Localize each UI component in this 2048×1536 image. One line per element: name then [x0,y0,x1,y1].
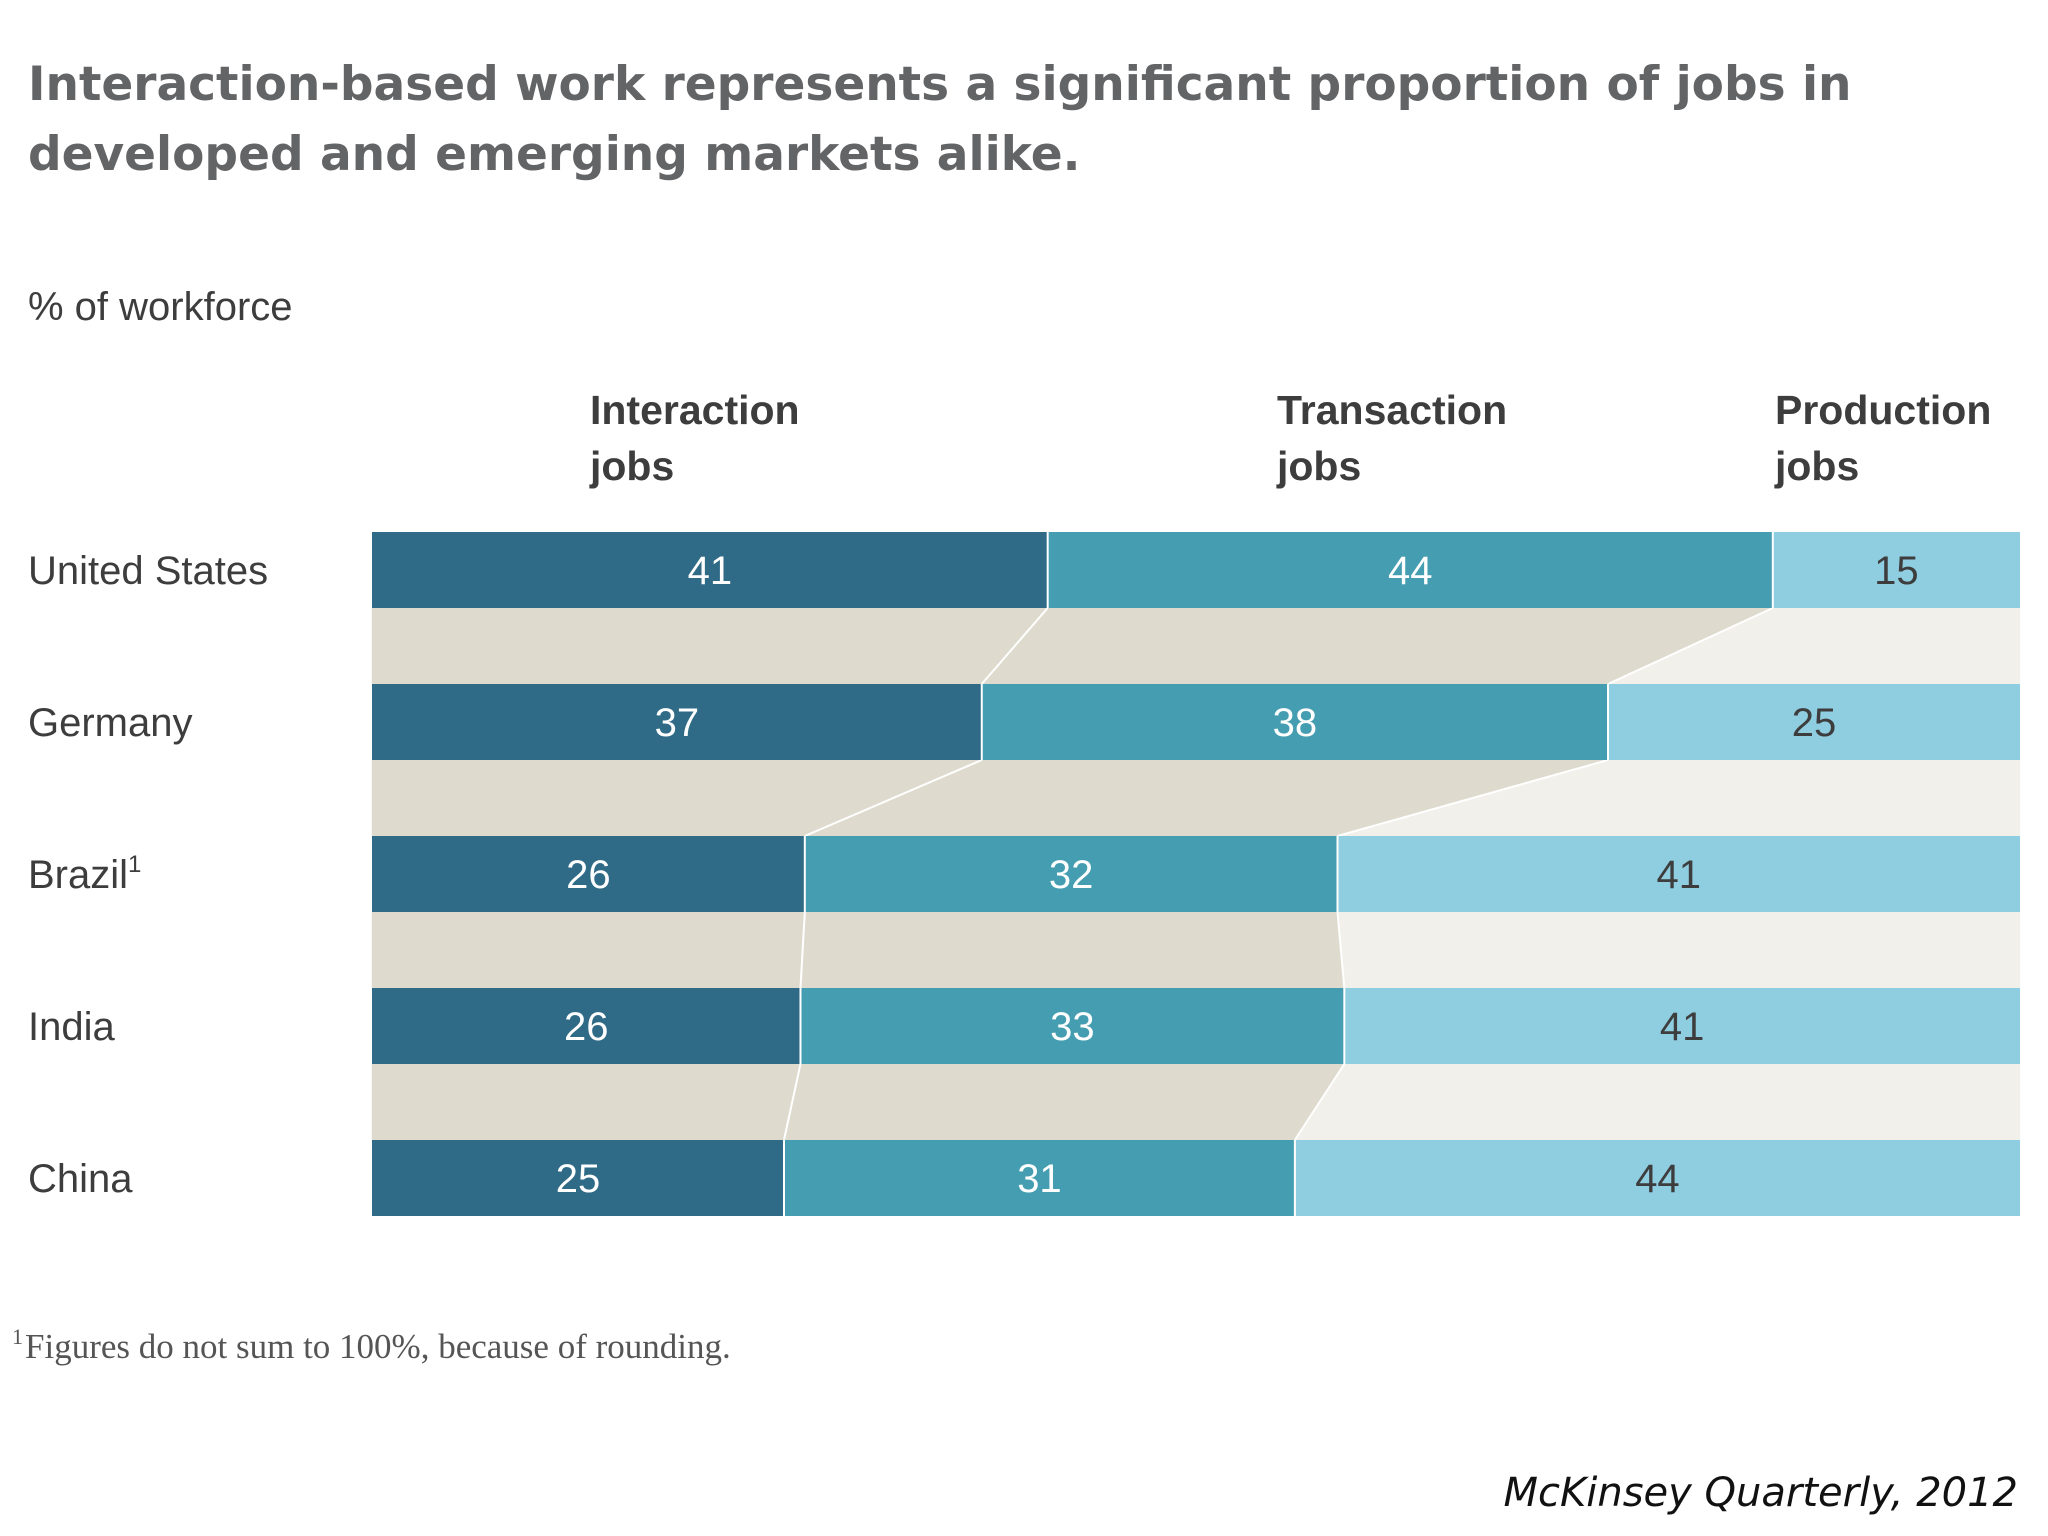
value-label-united-states-transaction-jobs: 44 [1388,549,1433,593]
connector-divider-1-2 [1337,759,1609,837]
bar-china-transaction-jobs [784,1140,1295,1216]
connector-divider-1-1 [804,759,983,837]
category-label-brazil: Brazil1 [28,851,141,897]
source-credit: McKinsey Quarterly, 2012 [1503,1470,2018,1516]
value-label-germany-interaction-jobs: 37 [655,701,700,745]
value-label-india-production-jobs: 41 [1660,1005,1705,1049]
connector-divider-2-2 [1336,911,1346,989]
bar-united-states-interaction-jobs [372,532,1048,608]
bar-china-interaction-jobs [372,1140,784,1216]
y-axis-label: % of workforce [28,285,293,329]
value-label-brazil-transaction-jobs: 32 [1049,853,1094,897]
value-label-india-interaction-jobs: 26 [564,1005,609,1049]
value-label-germany-production-jobs: 25 [1792,701,1837,745]
bar-united-states-production-jobs [1772,532,2020,608]
connector-divider-0-2 [1607,607,1774,685]
bar-india-interaction-jobs [372,988,801,1064]
connector-brazil-to-india-production-jobs [1337,911,2021,989]
connector-brazil-to-india-transaction-jobs [800,911,1345,989]
series-header-production-jobs: Production jobs [1774,387,1991,489]
bar-china-production-jobs [1294,1140,2020,1216]
category-label-united-states: United States [28,549,268,593]
value-label-china-transaction-jobs: 31 [1017,1157,1062,1201]
bar-brazil-interaction-jobs [372,836,805,912]
value-label-brazil-interaction-jobs: 26 [566,853,611,897]
connector-divider-2-1 [799,911,806,989]
connector-united-states-to-germany-interaction-jobs [371,607,1049,685]
value-label-india-transaction-jobs: 33 [1050,1005,1095,1049]
value-label-germany-transaction-jobs: 38 [1273,701,1318,745]
value-label-united-states-interaction-jobs: 41 [688,549,733,593]
bar-germany-production-jobs [1608,684,2020,760]
connector-divider-3-2 [1294,1063,1346,1141]
connector-divider-0-1 [981,607,1049,685]
bar-india-production-jobs [1344,988,2020,1064]
connector-india-to-china-interaction-jobs [371,1063,801,1141]
footnote-text: Figures do not sum to 100%, because of r… [25,1327,731,1366]
footnote-mark: 1 [12,1324,23,1349]
value-label-china-interaction-jobs: 25 [556,1157,601,1201]
bar-brazil-transaction-jobs [804,836,1338,912]
series-header-transaction-jobs: Transaction jobs [1276,387,1507,489]
value-label-united-states-production-jobs: 15 [1874,549,1919,593]
footnote: 1Figures do not sum to 100%, because of … [12,1315,731,1369]
value-label-china-production-jobs: 44 [1635,1157,1680,1201]
connector-india-to-china-transaction-jobs [783,1063,1345,1141]
bar-germany-transaction-jobs [981,684,1608,760]
category-label-china: China [28,1157,133,1201]
bar-germany-interaction-jobs [372,684,982,760]
bar-united-states-transaction-jobs [1047,532,1773,608]
connector-brazil-to-india-interaction-jobs [371,911,806,989]
bar-brazil-production-jobs [1337,836,2020,912]
value-label-brazil-production-jobs: 41 [1656,853,1701,897]
bar-india-transaction-jobs [800,988,1345,1064]
series-header-interaction-jobs: Interaction jobs [589,387,800,489]
footnote-mark-brazil: 1 [128,851,141,878]
connector-divider-3-1 [783,1063,802,1141]
category-label-germany: Germany [28,701,193,745]
connector-india-to-china-production-jobs [1294,1063,2021,1141]
chart-title: Interaction-based work represents a sign… [28,57,1852,182]
category-label-india: India [28,1005,115,1049]
